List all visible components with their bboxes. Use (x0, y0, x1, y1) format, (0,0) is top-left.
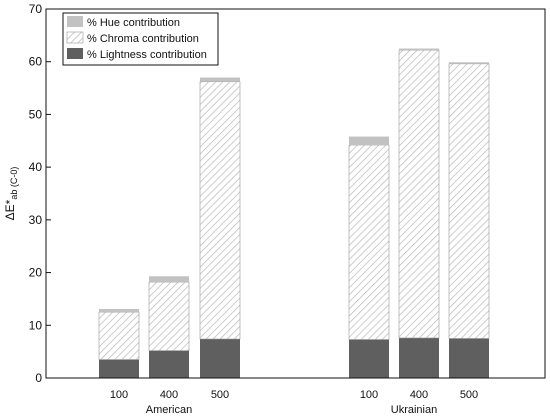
legend-box (62, 12, 219, 66)
y-tick-label: 70 (29, 2, 43, 16)
bar-segment---chroma-contribution (448, 63, 490, 339)
legend-swatch (66, 31, 84, 44)
bar-segment---hue-contribution (349, 136, 389, 146)
legend: % Hue contribution % Chroma contribution%… (62, 12, 219, 66)
bar-segment---chroma-contribution (348, 144, 390, 340)
legend-label: % Chroma contribution (87, 33, 199, 45)
bars (98, 48, 490, 378)
bar-segment---hue-contribution (449, 62, 489, 64)
legend-label: % Lightness contribution (87, 49, 207, 61)
group-label: American (146, 404, 192, 416)
x-tick-label: 500 (211, 389, 229, 401)
y-tick-label: 40 (29, 160, 43, 174)
bar-segment---chroma-contribution (148, 281, 190, 351)
y-tick-label: 30 (29, 213, 43, 227)
y-axis-label-sub: ab (C-0) (9, 167, 19, 200)
y-tick-label: 60 (29, 55, 43, 69)
x-tick-label: 400 (160, 389, 178, 401)
bar-segment---lightness-contribution (149, 350, 189, 378)
bar-segment---hue-contribution (399, 48, 439, 51)
bar-segment---lightness-contribution (449, 338, 489, 378)
bar-segment---chroma-contribution (199, 81, 241, 340)
bar-segment---lightness-contribution (99, 359, 139, 378)
legend-swatch (67, 16, 83, 27)
y-axis-label-main: ΔE* (3, 199, 17, 220)
bar-segment---hue-contribution (200, 77, 240, 82)
x-axis: 100 400 500 100 400 500 American Ukrainian (110, 389, 478, 416)
bar-segment---chroma-contribution (398, 49, 440, 339)
bar-segment---hue-contribution (149, 276, 189, 283)
y-tick-label: 50 (29, 107, 43, 121)
x-tick-label: 400 (410, 389, 428, 401)
y-tick-label: 10 (29, 318, 43, 332)
bar-segment---chroma-contribution (98, 311, 140, 360)
legend-label: % Hue contribution (87, 17, 180, 29)
x-tick-label: 100 (360, 389, 378, 401)
y-tick-label: 0 (35, 371, 42, 385)
y-tick-label: 20 (29, 266, 43, 280)
plot-frame (45, 8, 546, 379)
y-axis-label: ΔE*ab (C-0) (3, 167, 19, 221)
x-tick-label: 100 (110, 389, 128, 401)
bar-segment---lightness-contribution (399, 337, 439, 378)
x-tick-label: 500 (460, 389, 478, 401)
y-axis: 0 10 20 30 40 50 60 70 (29, 2, 51, 385)
bar-segment---lightness-contribution (200, 338, 240, 378)
legend-swatch (67, 48, 83, 59)
bar-segment---lightness-contribution (349, 339, 389, 378)
bar-segment---hue-contribution (99, 308, 139, 313)
group-label: Ukrainian (391, 404, 437, 416)
